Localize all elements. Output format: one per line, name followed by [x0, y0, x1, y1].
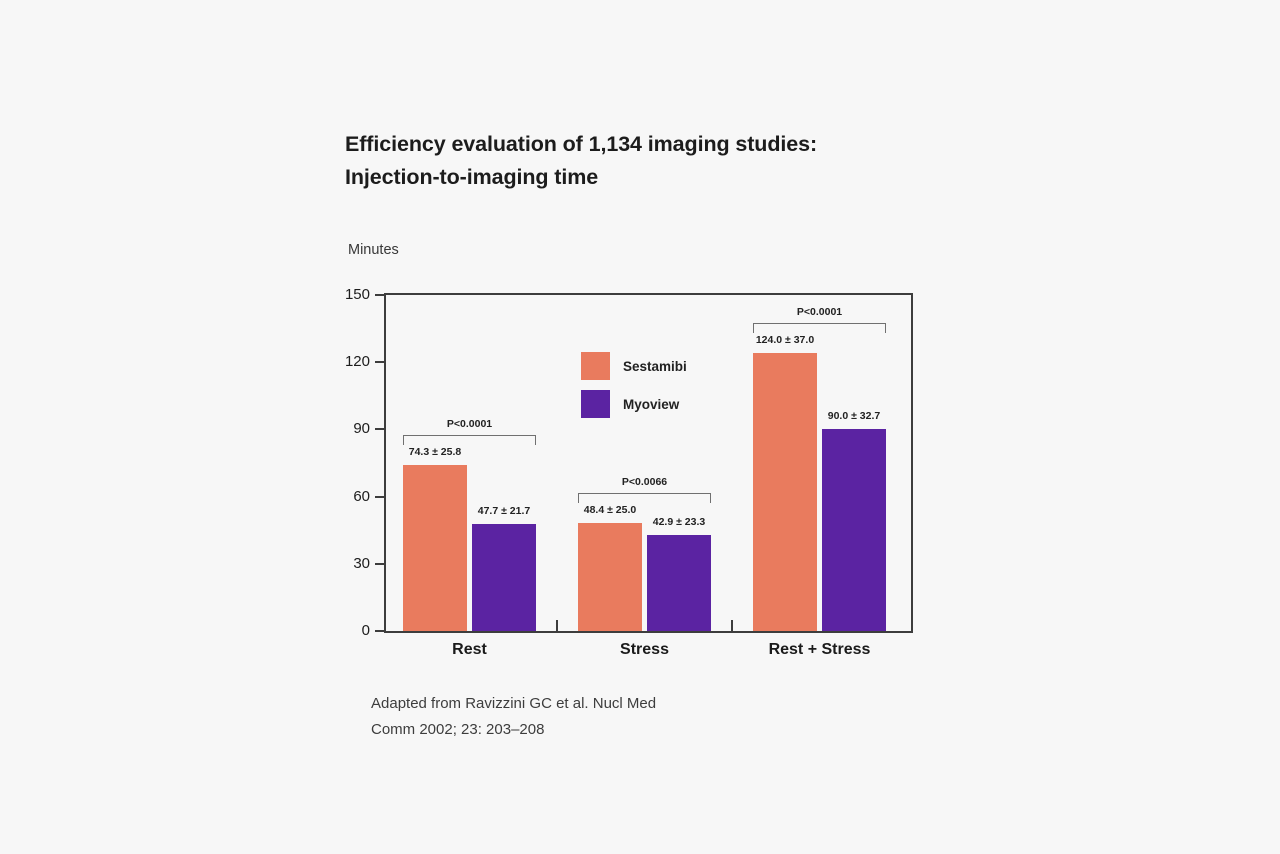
- chart-title: Efficiency evaluation of 1,134 imaging s…: [345, 128, 817, 194]
- bar-sestamibi-rest: [403, 464, 467, 631]
- significance-bracket-rest: [403, 434, 536, 445]
- y-axis-tick: [375, 428, 384, 431]
- bar-value-label-myoview-rest: 47.7 ± 21.7: [477, 505, 531, 518]
- x-axis-tick: [731, 620, 733, 631]
- legend-item-myoview: Myoview: [581, 390, 687, 418]
- p-value-label-stress: P<0.0066: [621, 475, 668, 488]
- bar-value-label-sestamibi-rest-stress: 124.0 ± 37.0: [755, 334, 815, 347]
- y-axis-tick-label: 0: [361, 622, 370, 639]
- plot-area: [384, 293, 913, 633]
- y-axis-unit-label: Minutes: [348, 242, 399, 258]
- legend-label-myoview: Myoview: [623, 396, 680, 412]
- citation: Adapted from Ravizzini GC et al. Nucl Me…: [371, 691, 656, 742]
- p-value-label-rest: P<0.0001: [446, 417, 493, 430]
- y-axis-tick-label: 150: [344, 286, 370, 303]
- bar-value-label-myoview-rest-stress: 90.0 ± 32.7: [827, 410, 881, 423]
- bar-sestamibi-rest-stress: [753, 353, 817, 631]
- y-axis-tick: [375, 630, 384, 632]
- citation-line1: Adapted from Ravizzini GC et al. Nucl Me…: [371, 695, 657, 712]
- y-axis-tick-label: 90: [353, 420, 370, 438]
- y-axis-tick-label: 60: [353, 487, 370, 505]
- y-axis-tick-label: 120: [344, 353, 370, 371]
- y-axis-tick-label: 30: [353, 554, 370, 572]
- bar-myoview-rest-stress: [822, 429, 886, 631]
- y-axis-tick: [375, 562, 384, 565]
- y-axis-tick: [375, 294, 384, 296]
- citation-line2: Comm 2002; 23: 203–208: [371, 720, 545, 738]
- bar-myoview-stress: [647, 534, 711, 631]
- legend-swatch-sestamibi: [581, 352, 610, 380]
- x-axis-category-label-rest-stress: Rest + Stress: [768, 641, 871, 658]
- p-value-label-rest-stress: P<0.0001: [796, 306, 843, 319]
- legend: Sestamibi Myoview: [581, 352, 687, 418]
- significance-bracket-rest-stress: [753, 323, 886, 334]
- legend-swatch-myoview: [581, 390, 610, 418]
- chart-title-line2: Injection-to-imaging time: [345, 165, 599, 189]
- x-axis-category-label-stress: Stress: [620, 641, 669, 658]
- x-axis-tick: [556, 620, 558, 631]
- bar-value-label-sestamibi-stress: 48.4 ± 25.0: [583, 503, 637, 516]
- legend-label-sestamibi: Sestamibi: [623, 358, 687, 374]
- y-axis-tick: [375, 361, 384, 364]
- bar-myoview-rest: [472, 524, 536, 631]
- significance-bracket-stress: [578, 492, 711, 503]
- legend-item-sestamibi: Sestamibi: [581, 352, 687, 380]
- bar-sestamibi-stress: [578, 522, 642, 631]
- y-axis-tick: [375, 495, 384, 498]
- x-axis-category-label-rest: Rest: [452, 641, 487, 658]
- chart-title-line1: Efficiency evaluation of 1,134 imaging s…: [345, 132, 818, 156]
- bar-value-label-myoview-stress: 42.9 ± 23.3: [652, 515, 706, 528]
- bar-value-label-sestamibi-rest: 74.3 ± 25.8: [408, 445, 462, 458]
